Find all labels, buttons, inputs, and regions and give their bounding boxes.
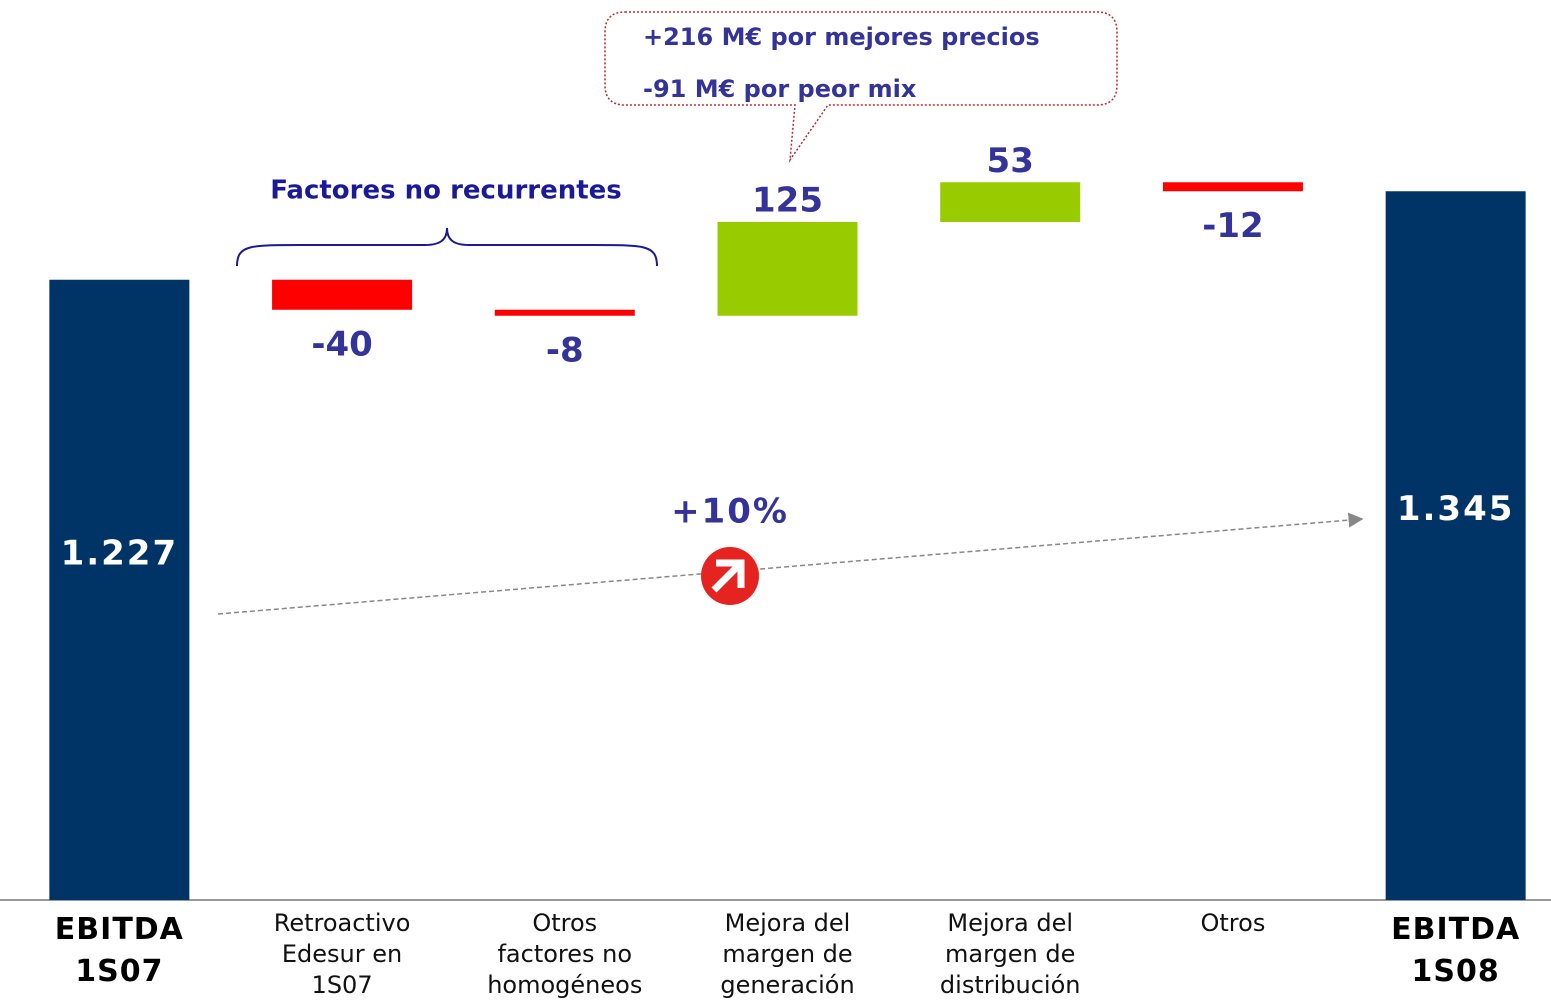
- bar: [1385, 191, 1526, 900]
- callout-line: +216 M€ por mejores precios: [643, 23, 1040, 51]
- bar: [49, 279, 190, 900]
- growth-arrow: [217, 512, 1364, 615]
- bar: [717, 222, 858, 316]
- x-tick-label: Retroactivo Edesur en 1S07: [274, 909, 411, 999]
- x-tick-label: Mejora del margen de generación: [720, 909, 854, 999]
- bar: [940, 182, 1081, 222]
- x-tick-label: EBITDA 1S08: [1391, 912, 1520, 989]
- bar: [272, 279, 413, 310]
- x-tick-label: Mejora del margen de distribución: [940, 909, 1081, 999]
- bar: [494, 309, 635, 316]
- value-label: 1.227: [61, 533, 179, 573]
- x-tick-label: EBITDA 1S07: [55, 912, 184, 989]
- value-label: -12: [1202, 206, 1263, 246]
- value-label: -40: [311, 324, 372, 364]
- value-label: 125: [752, 181, 823, 221]
- callout: [604, 11, 1118, 163]
- growth-label: +10%: [671, 492, 789, 532]
- x-tick-label: Otros: [1201, 909, 1266, 937]
- x-tick-label: Otros factores no homogéneos: [487, 909, 642, 999]
- value-label: -8: [546, 330, 584, 370]
- bar: [1162, 182, 1303, 192]
- value-label: 53: [987, 141, 1034, 181]
- group-label: Factores no recurrentes: [270, 176, 622, 206]
- growth-icon: [701, 547, 759, 605]
- brace: [236, 227, 658, 267]
- value-label: 1.345: [1397, 489, 1515, 529]
- callout-line: -91 M€ por peor mix: [643, 75, 917, 103]
